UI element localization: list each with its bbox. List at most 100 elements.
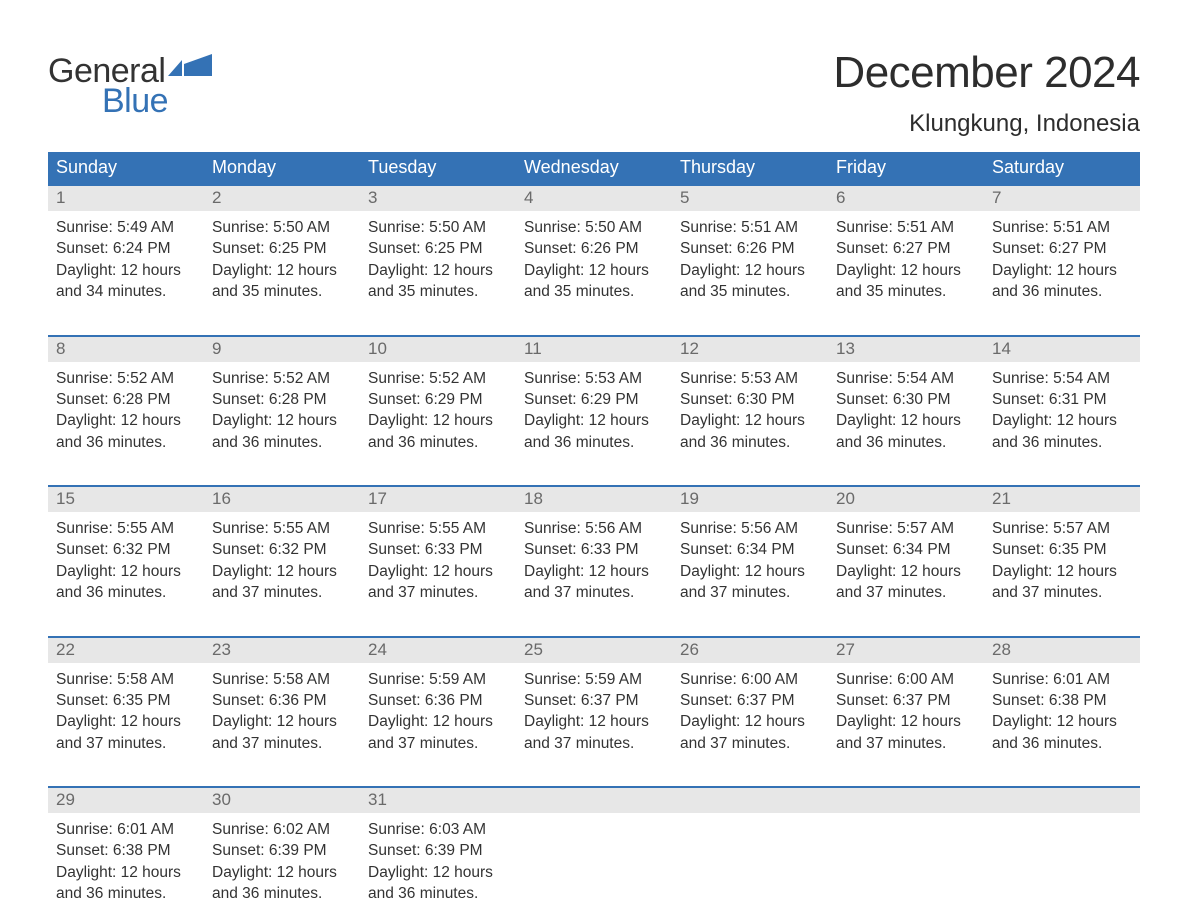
day-number: 6 <box>828 186 984 211</box>
dayname-sunday: Sunday <box>48 152 204 184</box>
daylight-text-1: Daylight: 12 hours <box>368 410 508 431</box>
daylight-text-2: and 37 minutes. <box>680 582 820 603</box>
daylight-text-1: Daylight: 12 hours <box>992 561 1132 582</box>
daycells-row: Sunrise: 5:55 AMSunset: 6:32 PMDaylight:… <box>48 512 1140 608</box>
day-cell: Sunrise: 5:56 AMSunset: 6:33 PMDaylight:… <box>516 512 672 608</box>
daylight-text-2: and 37 minutes. <box>680 733 820 754</box>
day-cell: Sunrise: 5:52 AMSunset: 6:28 PMDaylight:… <box>48 362 204 458</box>
daylight-text-1: Daylight: 12 hours <box>56 260 196 281</box>
daylight-text-1: Daylight: 12 hours <box>524 711 664 732</box>
week-row: 891011121314Sunrise: 5:52 AMSunset: 6:28… <box>48 335 1140 458</box>
sunrise-text: Sunrise: 5:53 AM <box>680 368 820 389</box>
daylight-text-1: Daylight: 12 hours <box>524 410 664 431</box>
page-title: December 2024 <box>833 48 1140 98</box>
daylight-text-2: and 36 minutes. <box>212 432 352 453</box>
sunrise-text: Sunrise: 5:57 AM <box>992 518 1132 539</box>
daylight-text-2: and 37 minutes. <box>836 582 976 603</box>
sunrise-text: Sunrise: 5:59 AM <box>524 669 664 690</box>
daylight-text-2: and 36 minutes. <box>680 432 820 453</box>
sunset-text: Sunset: 6:26 PM <box>524 238 664 259</box>
calendar: SundayMondayTuesdayWednesdayThursdayFrid… <box>48 152 1140 909</box>
daylight-text-1: Daylight: 12 hours <box>680 711 820 732</box>
daycells-row: Sunrise: 5:49 AMSunset: 6:24 PMDaylight:… <box>48 211 1140 307</box>
daylight-text-2: and 37 minutes. <box>212 733 352 754</box>
daynum-row: 22232425262728 <box>48 638 1140 663</box>
day-cell: Sunrise: 5:51 AMSunset: 6:27 PMDaylight:… <box>984 211 1140 307</box>
day-cell <box>984 813 1140 909</box>
sunrise-text: Sunrise: 5:58 AM <box>56 669 196 690</box>
daylight-text-2: and 36 minutes. <box>524 432 664 453</box>
title-block: December 2024 Klungkung, Indonesia <box>833 20 1140 138</box>
day-cell: Sunrise: 5:58 AMSunset: 6:35 PMDaylight:… <box>48 663 204 759</box>
daylight-text-2: and 36 minutes. <box>56 582 196 603</box>
sunset-text: Sunset: 6:37 PM <box>680 690 820 711</box>
day-number: 23 <box>204 638 360 663</box>
sunset-text: Sunset: 6:28 PM <box>56 389 196 410</box>
sunset-text: Sunset: 6:38 PM <box>992 690 1132 711</box>
sunrise-text: Sunrise: 6:01 AM <box>992 669 1132 690</box>
daylight-text-1: Daylight: 12 hours <box>212 260 352 281</box>
day-number: 4 <box>516 186 672 211</box>
daylight-text-2: and 35 minutes. <box>680 281 820 302</box>
week-row: 293031Sunrise: 6:01 AMSunset: 6:38 PMDay… <box>48 786 1140 909</box>
day-cell: Sunrise: 5:52 AMSunset: 6:28 PMDaylight:… <box>204 362 360 458</box>
daylight-text-2: and 36 minutes. <box>992 733 1132 754</box>
sunset-text: Sunset: 6:26 PM <box>680 238 820 259</box>
sunrise-text: Sunrise: 6:00 AM <box>836 669 976 690</box>
sunrise-text: Sunrise: 5:57 AM <box>836 518 976 539</box>
day-cell: Sunrise: 5:59 AMSunset: 6:36 PMDaylight:… <box>360 663 516 759</box>
daylight-text-1: Daylight: 12 hours <box>992 260 1132 281</box>
day-cell <box>672 813 828 909</box>
daylight-text-1: Daylight: 12 hours <box>368 561 508 582</box>
daylight-text-2: and 36 minutes. <box>992 281 1132 302</box>
daylight-text-1: Daylight: 12 hours <box>836 410 976 431</box>
day-number: 28 <box>984 638 1140 663</box>
day-cell: Sunrise: 5:54 AMSunset: 6:30 PMDaylight:… <box>828 362 984 458</box>
header: General Blue December 2024 Klungkung, In… <box>48 20 1140 138</box>
sunset-text: Sunset: 6:25 PM <box>368 238 508 259</box>
day-number: 5 <box>672 186 828 211</box>
daynum-row: 1234567 <box>48 186 1140 211</box>
dayname-tuesday: Tuesday <box>360 152 516 184</box>
sunrise-text: Sunrise: 5:56 AM <box>524 518 664 539</box>
day-cell: Sunrise: 5:50 AMSunset: 6:25 PMDaylight:… <box>204 211 360 307</box>
day-cell: Sunrise: 5:50 AMSunset: 6:26 PMDaylight:… <box>516 211 672 307</box>
day-number <box>828 788 984 813</box>
week-row: 15161718192021Sunrise: 5:55 AMSunset: 6:… <box>48 485 1140 608</box>
daylight-text-1: Daylight: 12 hours <box>368 260 508 281</box>
daylight-text-1: Daylight: 12 hours <box>56 862 196 883</box>
day-cell: Sunrise: 5:56 AMSunset: 6:34 PMDaylight:… <box>672 512 828 608</box>
daylight-text-2: and 37 minutes. <box>368 733 508 754</box>
daylight-text-2: and 36 minutes. <box>992 432 1132 453</box>
daylight-text-1: Daylight: 12 hours <box>992 711 1132 732</box>
sunset-text: Sunset: 6:35 PM <box>992 539 1132 560</box>
daylight-text-1: Daylight: 12 hours <box>56 561 196 582</box>
day-cell: Sunrise: 6:03 AMSunset: 6:39 PMDaylight:… <box>360 813 516 909</box>
daylight-text-2: and 37 minutes. <box>56 733 196 754</box>
sunrise-text: Sunrise: 6:00 AM <box>680 669 820 690</box>
sunset-text: Sunset: 6:39 PM <box>368 840 508 861</box>
sunrise-text: Sunrise: 5:50 AM <box>212 217 352 238</box>
day-number: 2 <box>204 186 360 211</box>
day-number: 18 <box>516 487 672 512</box>
day-cell: Sunrise: 5:57 AMSunset: 6:35 PMDaylight:… <box>984 512 1140 608</box>
daycells-row: Sunrise: 5:52 AMSunset: 6:28 PMDaylight:… <box>48 362 1140 458</box>
dayname-saturday: Saturday <box>984 152 1140 184</box>
daylight-text-1: Daylight: 12 hours <box>368 711 508 732</box>
day-number: 8 <box>48 337 204 362</box>
day-number: 10 <box>360 337 516 362</box>
day-cell: Sunrise: 5:55 AMSunset: 6:32 PMDaylight:… <box>48 512 204 608</box>
day-cell: Sunrise: 5:55 AMSunset: 6:33 PMDaylight:… <box>360 512 516 608</box>
sunset-text: Sunset: 6:27 PM <box>836 238 976 259</box>
daynum-row: 15161718192021 <box>48 487 1140 512</box>
daylight-text-2: and 37 minutes. <box>524 733 664 754</box>
daylight-text-1: Daylight: 12 hours <box>680 561 820 582</box>
daylight-text-2: and 37 minutes. <box>992 582 1132 603</box>
day-cell: Sunrise: 6:00 AMSunset: 6:37 PMDaylight:… <box>672 663 828 759</box>
daylight-text-2: and 35 minutes. <box>524 281 664 302</box>
day-cell: Sunrise: 5:57 AMSunset: 6:34 PMDaylight:… <box>828 512 984 608</box>
daylight-text-1: Daylight: 12 hours <box>680 410 820 431</box>
sunrise-text: Sunrise: 6:01 AM <box>56 819 196 840</box>
sunrise-text: Sunrise: 5:55 AM <box>212 518 352 539</box>
logo-flag-icon <box>168 48 212 84</box>
